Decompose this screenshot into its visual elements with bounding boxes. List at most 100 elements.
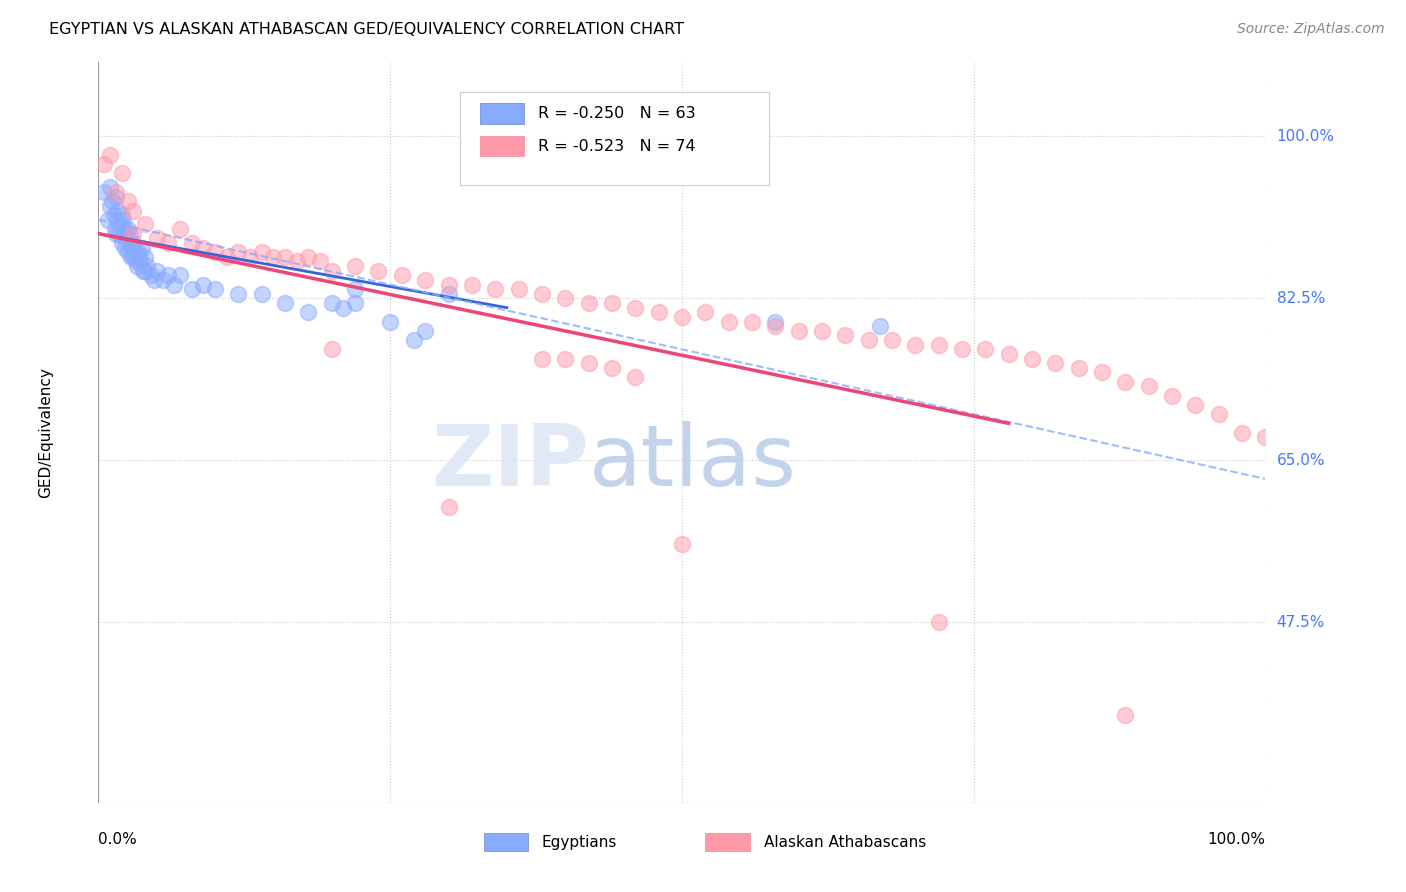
- Point: [121, 240, 143, 255]
- Point: [139, 268, 162, 283]
- Point: [741, 315, 763, 329]
- Point: [131, 240, 153, 255]
- Point: [129, 254, 152, 268]
- Point: [717, 315, 740, 329]
- FancyBboxPatch shape: [460, 92, 769, 185]
- Point: [763, 319, 786, 334]
- Point: [530, 286, 553, 301]
- Point: [671, 310, 693, 324]
- FancyBboxPatch shape: [479, 136, 524, 156]
- Point: [508, 282, 530, 296]
- Point: [904, 337, 927, 351]
- Point: [105, 212, 128, 227]
- Point: [117, 222, 139, 236]
- Text: 65.0%: 65.0%: [1277, 453, 1324, 468]
- Text: GED/Equivalency: GED/Equivalency: [38, 368, 53, 498]
- Point: [228, 245, 250, 260]
- Point: [111, 212, 134, 227]
- Point: [118, 227, 141, 241]
- Point: [332, 301, 354, 315]
- Point: [101, 194, 124, 209]
- Point: [344, 259, 367, 273]
- Point: [600, 360, 623, 375]
- Point: [321, 343, 343, 357]
- FancyBboxPatch shape: [484, 833, 527, 851]
- Point: [204, 245, 226, 260]
- Point: [274, 250, 297, 264]
- Point: [1208, 407, 1230, 421]
- Point: [111, 235, 134, 250]
- Point: [1067, 360, 1090, 375]
- Point: [391, 268, 413, 283]
- Point: [104, 185, 127, 199]
- Text: atlas: atlas: [589, 421, 797, 504]
- Point: [834, 328, 856, 343]
- Point: [169, 222, 191, 236]
- Point: [402, 333, 425, 347]
- Point: [108, 227, 131, 241]
- Point: [437, 286, 460, 301]
- Point: [437, 500, 460, 514]
- Text: 82.5%: 82.5%: [1277, 291, 1324, 306]
- Point: [120, 250, 142, 264]
- Point: [974, 343, 997, 357]
- Point: [98, 199, 121, 213]
- Point: [111, 208, 134, 222]
- Point: [112, 222, 135, 236]
- Point: [1230, 425, 1253, 440]
- Point: [146, 263, 169, 277]
- Point: [578, 356, 600, 370]
- Point: [530, 351, 553, 366]
- Point: [128, 250, 150, 264]
- Point: [136, 259, 159, 273]
- Point: [193, 277, 215, 292]
- Point: [1137, 379, 1160, 393]
- FancyBboxPatch shape: [479, 103, 524, 124]
- Point: [321, 263, 343, 277]
- Point: [122, 227, 145, 241]
- Point: [98, 180, 121, 194]
- Point: [93, 157, 115, 171]
- Point: [193, 240, 215, 255]
- Point: [321, 296, 343, 310]
- Point: [413, 324, 436, 338]
- Point: [118, 235, 141, 250]
- Point: [125, 259, 148, 273]
- Point: [647, 305, 669, 319]
- Point: [787, 324, 810, 338]
- Point: [104, 227, 127, 241]
- Point: [122, 235, 145, 250]
- Point: [204, 282, 226, 296]
- Text: R = -0.523   N = 74: R = -0.523 N = 74: [538, 138, 696, 153]
- Point: [111, 166, 134, 180]
- Point: [169, 268, 191, 283]
- Point: [695, 305, 717, 319]
- Point: [344, 282, 367, 296]
- Point: [671, 536, 693, 550]
- Point: [1114, 375, 1136, 389]
- Point: [624, 370, 647, 384]
- Point: [127, 245, 149, 260]
- Point: [122, 203, 145, 218]
- Point: [578, 296, 600, 310]
- Point: [117, 245, 139, 260]
- Point: [134, 263, 156, 277]
- Point: [180, 282, 202, 296]
- Point: [114, 240, 136, 255]
- Point: [1091, 366, 1114, 380]
- Point: [928, 337, 950, 351]
- Point: [437, 277, 460, 292]
- Point: [484, 282, 506, 296]
- Point: [274, 296, 297, 310]
- Point: [97, 212, 120, 227]
- Point: [344, 296, 367, 310]
- Point: [228, 286, 250, 301]
- Point: [98, 148, 121, 162]
- Point: [1114, 707, 1136, 722]
- Point: [928, 615, 950, 630]
- Point: [262, 250, 284, 264]
- Point: [115, 227, 138, 241]
- Point: [1184, 398, 1206, 412]
- Point: [461, 277, 484, 292]
- Point: [380, 315, 402, 329]
